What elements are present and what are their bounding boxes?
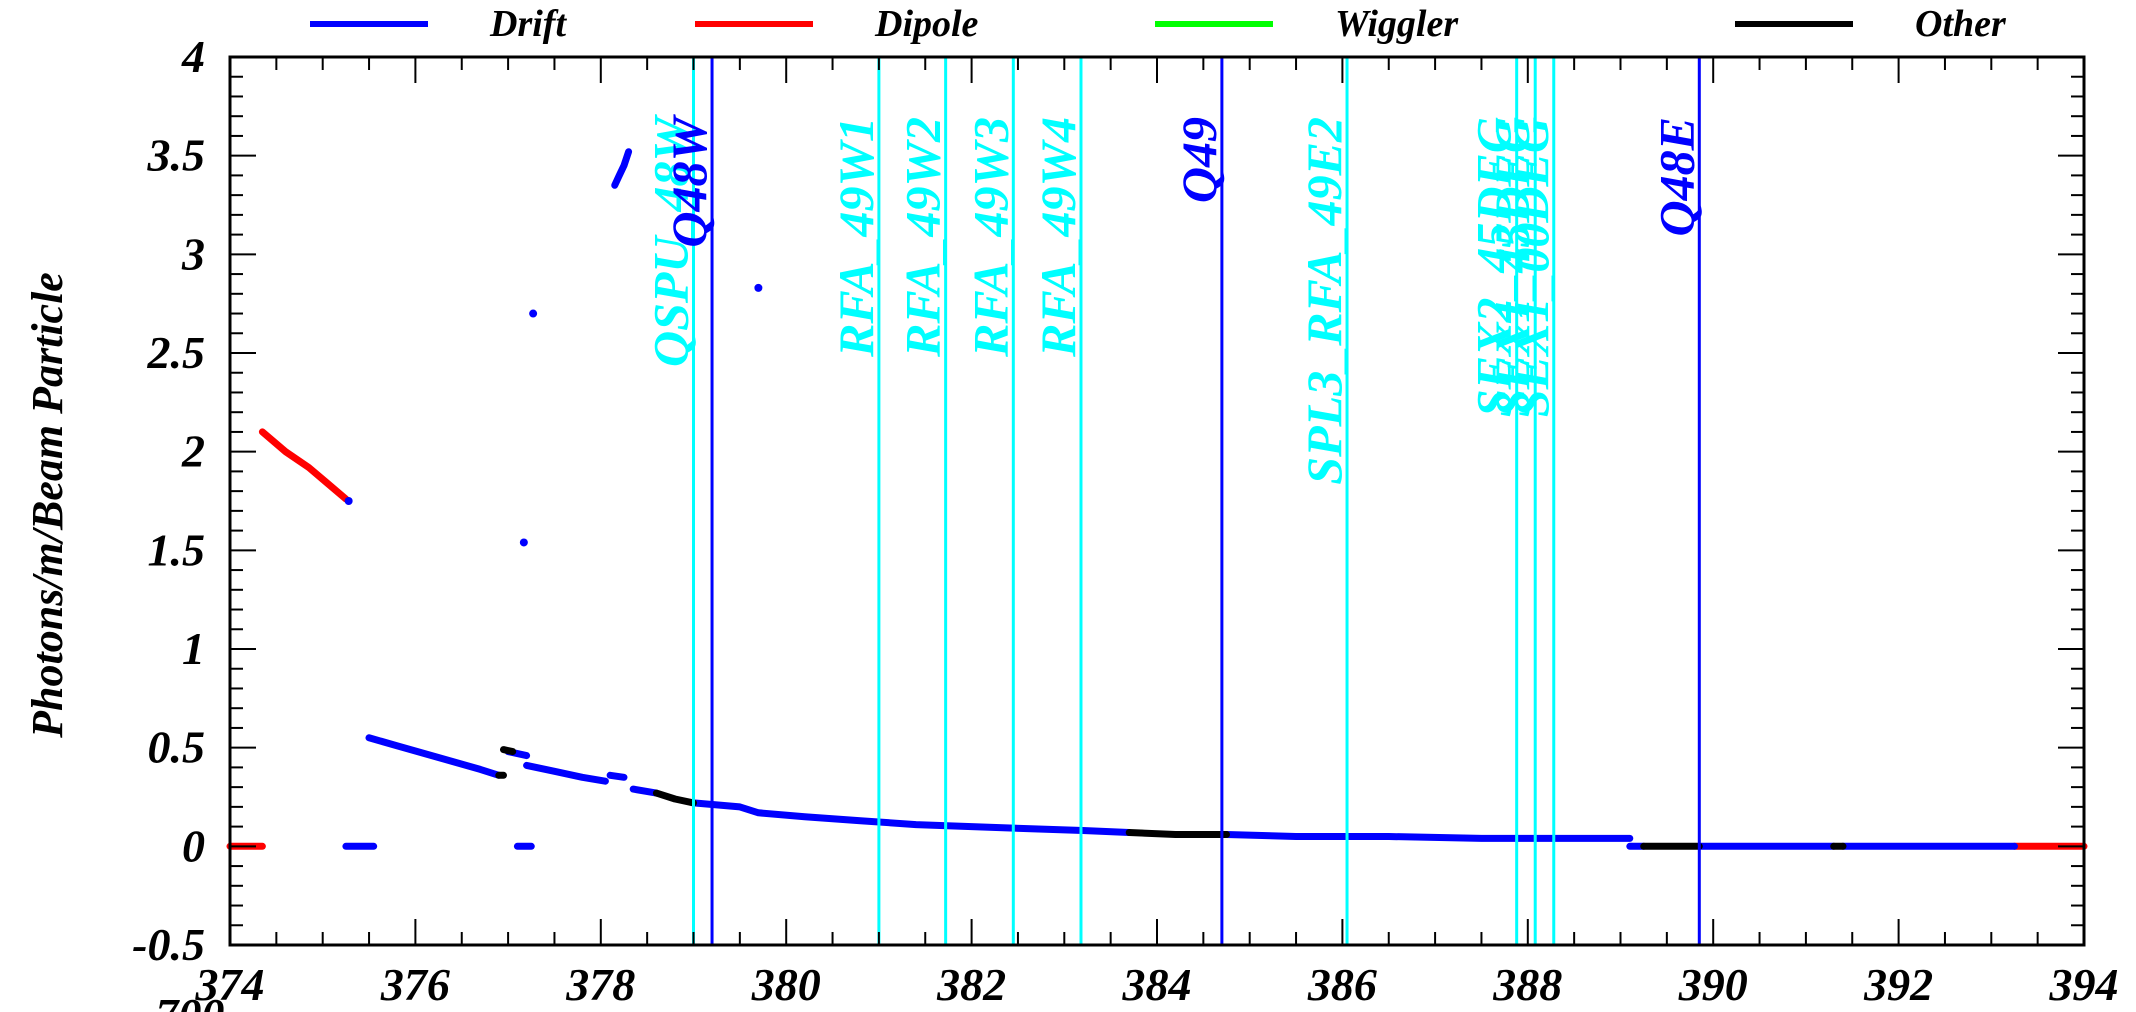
- series-line-drift: [523, 761, 609, 785]
- y-tick-label: 0: [182, 820, 205, 871]
- x-tick-label: 386: [1307, 959, 1377, 1010]
- marker-label-q48w: Q48W: [661, 113, 717, 247]
- marker-label-rfa-49w4: RFA_49W4: [1030, 117, 1086, 358]
- series-point-drift-points: [344, 497, 353, 505]
- marker-label-qspu-48w: QSPU_48W: [643, 113, 699, 367]
- legend-label-dipole: Dipole: [874, 3, 979, 45]
- x-tick-label: 392: [1863, 959, 1933, 1010]
- series-line-drift: [629, 785, 660, 797]
- series-point-drift-points: [519, 538, 528, 547]
- legend: Drift Dipole Wiggler Other: [310, 3, 2007, 45]
- series-line-dipole: [258, 428, 350, 503]
- y-tick-label: 4: [181, 31, 205, 82]
- y-tick-label: 1.5: [148, 524, 206, 575]
- corner-fragment-label: -700: [140, 989, 224, 1012]
- marker-label-sex1-00deg: SEX1_00DEG: [1503, 117, 1559, 417]
- marker-label-sex2-45deg: SEX2_45DEG: [1466, 117, 1522, 417]
- x-tick-label: 382: [936, 959, 1006, 1010]
- y-tick-label: 2.5: [147, 327, 206, 378]
- y-tick-label: 3.5: [147, 130, 206, 181]
- marker-label-sex1-45deg: SEX1_45DEG: [1484, 117, 1540, 417]
- marker-label-rfa-49w3: RFA_49W3: [962, 117, 1018, 358]
- series-line-other: [500, 746, 517, 756]
- x-tick-label: 394: [2049, 959, 2119, 1010]
- plot-area: [226, 148, 2088, 850]
- marker-label-q48e: Q48E: [1648, 117, 1704, 236]
- marker-label-rfa-49w2: RFA_49W2: [895, 117, 951, 358]
- axes: 374 376 378 380 382 384 386 388 390 392 394 -0.5 0 0.…: [132, 31, 2118, 1010]
- series-line-drift: [365, 734, 503, 779]
- marker-label-q49: Q49: [1171, 117, 1227, 203]
- x-tick-label: 380: [751, 959, 821, 1010]
- y-tick-label: 0.5: [148, 722, 206, 773]
- series-line-drift: [606, 771, 628, 781]
- y-tick-label: 1: [182, 623, 205, 674]
- legend-label-other: Other: [1915, 3, 2007, 45]
- x-tick-label: 374: [195, 959, 265, 1010]
- series-point-drift-points: [754, 283, 763, 292]
- x-tick-label: 376: [380, 959, 450, 1010]
- plot-frame: [228, 55, 2086, 947]
- series-line-drift: [1223, 831, 1634, 842]
- series-line-drift-points: [611, 148, 633, 189]
- marker-label-spl3-rfa-49e2: SPL3_RFA_49E2: [1296, 117, 1352, 485]
- x-tick-label: 384: [1122, 959, 1192, 1010]
- y-axis-label: Photons/m/Beam Particle: [23, 272, 72, 739]
- series-point-drift-points: [529, 309, 538, 318]
- legend-label-wiggler: Wiggler: [1335, 3, 1459, 45]
- x-tick-label: 378: [565, 959, 635, 1010]
- y-tick-label: 3: [181, 228, 205, 279]
- x-tick-label: 390: [1678, 959, 1748, 1010]
- series-line-other: [1125, 829, 1230, 838]
- x-tick-label: 388: [1492, 959, 1562, 1010]
- series-line-other: [652, 789, 697, 807]
- marker-label-rfa-49w1: RFA_49W1: [828, 117, 884, 358]
- y-tick-label: 2: [181, 426, 205, 477]
- legend-label-drift: Drift: [489, 3, 567, 45]
- y-tick-label: -0.5: [132, 919, 205, 970]
- series-line-drift: [690, 799, 1133, 836]
